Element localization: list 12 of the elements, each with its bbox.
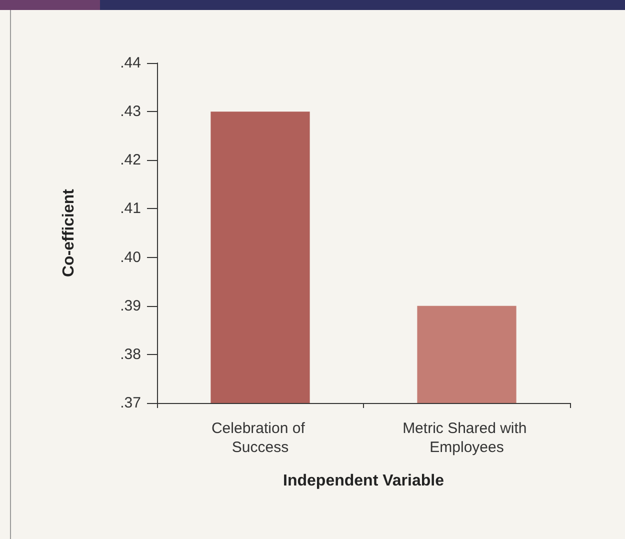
y-tick-label: .37 [120,394,141,412]
y-tick-label: .44 [120,54,141,72]
y-axis-title: Co-efficient [60,188,78,277]
y-tick-label: .43 [120,103,141,120]
y-tick-label: .41 [120,200,141,218]
x-axis-title: Independent Variable [283,472,444,490]
x-tick-label: Celebration of Success [211,420,310,456]
y-tick-label: .40 [120,248,141,266]
y-tick-label: .39 [120,297,141,314]
y-tick-label: .42 [120,152,141,169]
y-tick-label: .38 [120,346,141,363]
x-tick-label: Metric Shared with Employees [402,420,531,456]
